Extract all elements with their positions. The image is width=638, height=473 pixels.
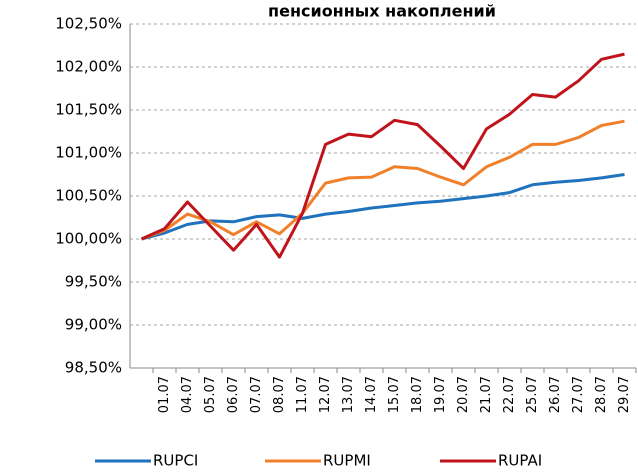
legend-label: RUPAI [498, 452, 542, 470]
x-tick-label: 05.07 [203, 376, 218, 413]
series-line [141, 173, 625, 241]
legend-label: RUPMI [323, 452, 371, 470]
y-tick-label: 101,50% [55, 101, 122, 119]
x-tick-label: 08.07 [272, 376, 287, 413]
x-tick-label: 28.07 [594, 376, 609, 413]
x-tick-label: 07.07 [249, 376, 264, 413]
x-tick-label: 04.07 [180, 376, 195, 413]
x-tick-label: 01.07 [157, 376, 172, 413]
x-tick-label: 13.07 [341, 376, 356, 413]
chart-title: пенсионных накоплений [268, 2, 496, 21]
y-tick-label: 102,50% [55, 15, 122, 33]
y-tick-label: 100,00% [55, 230, 122, 248]
y-tick-label: 102,00% [55, 58, 122, 76]
x-tick-label: 27.07 [571, 376, 586, 413]
series-line [140, 119, 625, 241]
x-tick-label: 21.07 [479, 376, 494, 413]
y-tick-label: 99,00% [65, 316, 122, 334]
legend-label: RUPCI [153, 452, 198, 470]
x-tick-label: 22.07 [502, 376, 517, 413]
x-tick-label: 26.07 [548, 376, 563, 413]
x-tick-label: 14.07 [364, 376, 379, 413]
x-tick-label: 15.07 [387, 376, 402, 413]
x-tick-label: 12.07 [318, 376, 333, 413]
x-tick-label: 20.07 [456, 376, 471, 413]
x-tick-label: 25.07 [525, 376, 540, 413]
x-tick-label: 18.07 [410, 376, 425, 413]
x-tick-label: 06.07 [226, 376, 241, 413]
y-tick-label: 98,50% [65, 359, 122, 377]
x-tick-label: 29.07 [617, 376, 632, 413]
x-tick-label: 19.07 [433, 376, 448, 413]
series-line [140, 52, 625, 259]
y-tick-label: 99,50% [65, 273, 122, 291]
y-tick-label: 101,00% [55, 144, 122, 162]
y-tick-label: 100,50% [55, 187, 122, 205]
x-tick-label: 11.07 [295, 376, 310, 413]
